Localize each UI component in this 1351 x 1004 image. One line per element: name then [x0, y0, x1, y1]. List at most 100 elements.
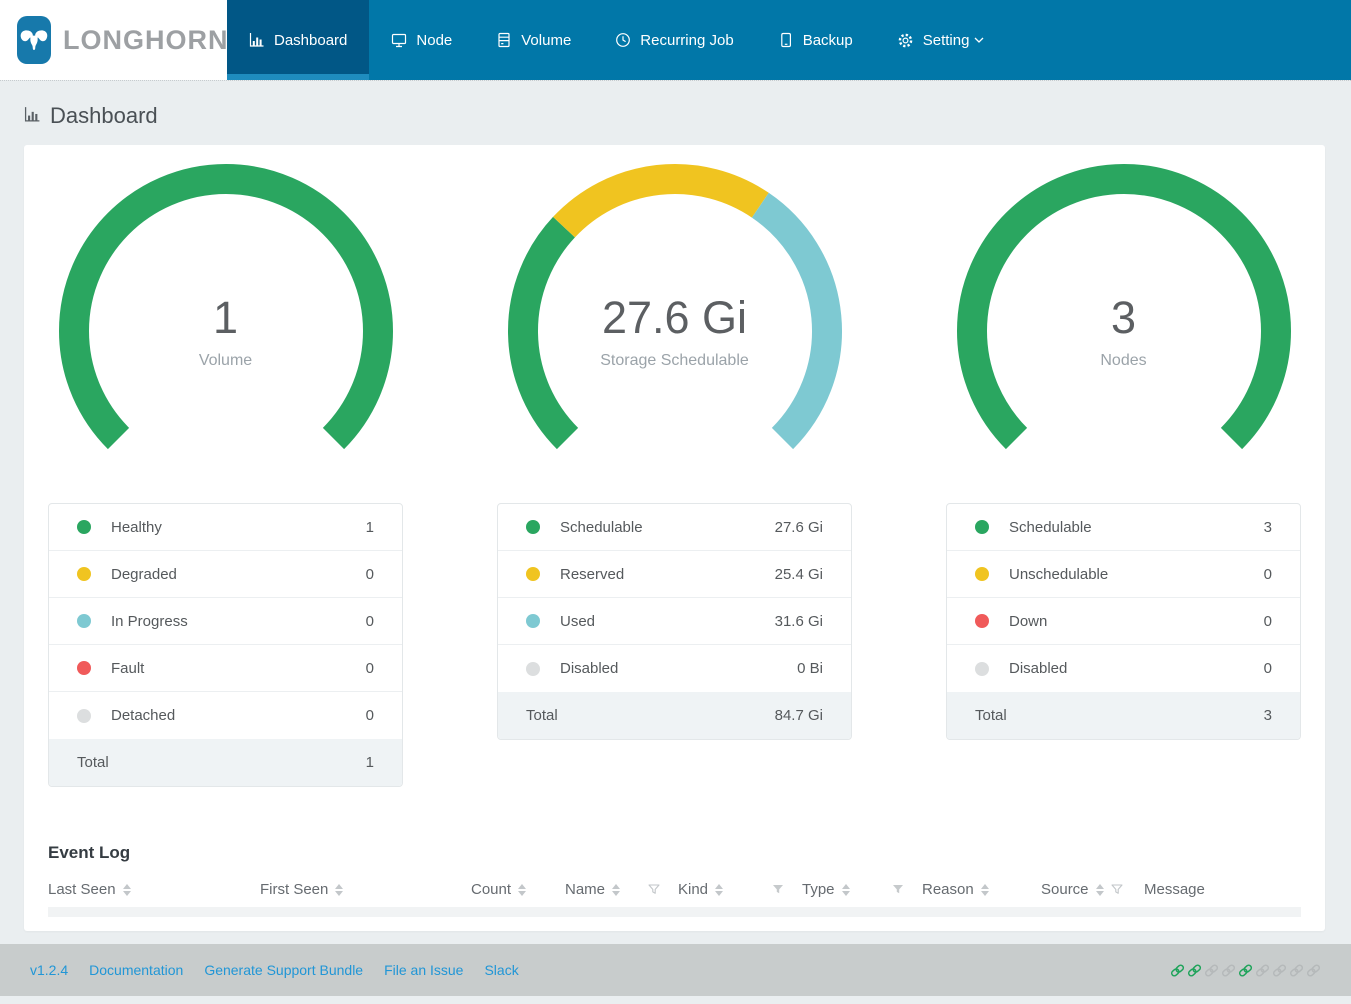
legend-label: Schedulable — [1009, 518, 1092, 536]
gauge-panel-volume: 1 Volume Healthy 1 Degraded 0 In Progress 0 Faul… — [48, 161, 403, 787]
sort-carets-icon[interactable] — [841, 883, 850, 896]
chain-link-icon-inactive[interactable] — [1221, 963, 1236, 978]
gauge-segment-schedulable — [956, 164, 1291, 450]
status-dot-schedulable — [526, 520, 540, 534]
legend-table-volume: Healthy 1 Degraded 0 In Progress 0 Fault 0 Detac… — [48, 503, 403, 787]
status-dot-unschedulable — [975, 567, 989, 581]
legend-value: 0 — [1263, 565, 1272, 583]
chain-link-icon-inactive[interactable] — [1255, 963, 1270, 978]
event-log-empty-body — [48, 907, 1301, 917]
nav-item-dashboard[interactable]: Dashboard — [227, 0, 370, 80]
footer-link-generate-support-bundle[interactable]: Generate Support Bundle — [204, 962, 364, 978]
nav-item-volume[interactable]: Volume — [474, 0, 593, 80]
legend-row-schedulable: Schedulable 3 — [947, 504, 1300, 551]
legend-value: 0 — [365, 612, 374, 630]
column-header-kind[interactable]: Kind — [678, 881, 802, 898]
nav-item-label: Recurring Job — [640, 31, 734, 49]
chain-link-icon-active[interactable] — [1170, 963, 1185, 978]
sort-carets-icon[interactable] — [518, 883, 527, 896]
chevron-down-icon — [974, 37, 984, 44]
legend-label: Reserved — [560, 565, 625, 583]
legend-label: Schedulable — [560, 518, 643, 536]
nav-item-backup[interactable]: Backup — [756, 0, 875, 80]
sort-carets-icon[interactable] — [715, 883, 724, 896]
legend-value: 0 — [1263, 612, 1272, 630]
sort-carets-icon[interactable] — [980, 883, 989, 896]
legend-total-row: Total 3 — [947, 692, 1300, 739]
status-dot-fault — [77, 661, 91, 675]
gauge-panel-nodes: 3 Nodes Schedulable 3 Unschedulable 0 Down 0 Dis… — [946, 161, 1301, 787]
legend-total-row: Total 84.7 Gi — [498, 692, 851, 739]
column-header-name[interactable]: Name — [565, 881, 678, 898]
column-label: Kind — [678, 881, 709, 898]
backup-icon — [778, 32, 794, 48]
filter-funnel-icon[interactable] — [772, 884, 784, 895]
filter-funnel-icon[interactable] — [648, 884, 660, 895]
chain-link-icon-inactive[interactable] — [1204, 963, 1219, 978]
gauge-segment-used — [751, 192, 842, 450]
column-label: Source — [1041, 881, 1089, 898]
nav-item-label: Dashboard — [274, 31, 348, 49]
column-label: Count — [471, 881, 512, 898]
column-header-reason[interactable]: Reason — [922, 881, 1041, 898]
total-value: 1 — [365, 754, 374, 771]
nav-item-node[interactable]: Node — [369, 0, 474, 80]
footer-link-documentation[interactable]: Documentation — [89, 962, 184, 978]
legend-label: Unschedulable — [1009, 565, 1109, 583]
footer-link-slack[interactable]: Slack — [484, 962, 519, 978]
gauge-segment-healthy — [58, 164, 393, 450]
legend-row-healthy: Healthy 1 — [49, 504, 402, 551]
legend-value: 25.4 Gi — [774, 565, 823, 583]
legend-value: 31.6 Gi — [774, 612, 823, 630]
legend-value: 0 Bi — [797, 660, 823, 677]
page-title-text: Dashboard — [50, 103, 158, 128]
filter-funnel-icon[interactable] — [1110, 884, 1123, 895]
sort-carets-icon[interactable] — [1095, 883, 1104, 896]
total-value: 84.7 Gi — [774, 707, 823, 724]
nav-item-recurring-job[interactable]: Recurring Job — [593, 0, 755, 80]
column-label: Name — [565, 881, 606, 898]
footer-link-file-an-issue[interactable]: File an Issue — [384, 962, 464, 978]
dashboard-card: 1 Volume Healthy 1 Degraded 0 In Progress 0 Faul… — [24, 145, 1325, 931]
legend-row-used: Used 31.6 Gi — [498, 598, 851, 645]
footer-links: v1.2.4 Documentation Generate Support Bun… — [30, 962, 519, 978]
footer-link-icons — [1170, 963, 1321, 978]
legend-label: Disabled — [560, 660, 619, 677]
legend-value: 0 — [365, 659, 374, 677]
column-header-source[interactable]: Source — [1041, 881, 1144, 898]
total-label: Total — [77, 754, 109, 771]
node-monitor-icon — [391, 32, 407, 48]
status-dot-detached — [77, 708, 91, 723]
column-header-last-seen[interactable]: Last Seen — [48, 881, 260, 898]
total-value: 3 — [1263, 707, 1272, 724]
longhorn-bull-icon — [17, 16, 51, 64]
total-label: Total — [975, 707, 1007, 724]
filter-funnel-icon[interactable] — [892, 884, 904, 895]
chain-link-icon-inactive[interactable] — [1306, 963, 1321, 978]
donut-gauge-storage-schedulable: 27.6 Gi Storage Schedulable — [497, 161, 852, 501]
sort-carets-icon[interactable] — [612, 883, 621, 896]
brand-name: LONGHORN — [63, 24, 229, 55]
brand-logo[interactable]: LONGHORN — [0, 0, 229, 80]
total-label: Total — [526, 707, 558, 724]
column-label: Message — [1144, 881, 1205, 898]
legend-value: 0 — [365, 707, 374, 724]
column-header-type[interactable]: Type — [802, 881, 922, 898]
sort-carets-icon[interactable] — [335, 883, 344, 896]
column-header-count[interactable]: Count — [471, 881, 565, 898]
status-dot-in-progress — [77, 614, 91, 628]
column-header-first-seen[interactable]: First Seen — [260, 881, 471, 898]
sort-carets-icon[interactable] — [122, 883, 131, 896]
chain-link-icon-inactive[interactable] — [1272, 963, 1287, 978]
chain-link-icon-inactive[interactable] — [1289, 963, 1304, 978]
legend-row-down: Down 0 — [947, 598, 1300, 645]
event-log-table-header: Last Seen First Seen Count Name Kind Type Reas… — [48, 881, 1301, 898]
event-log-section: Event Log Last Seen First Seen Count Name Ki… — [48, 843, 1301, 917]
nav-item-setting[interactable]: Setting — [875, 0, 1007, 80]
footer: v1.2.4 Documentation Generate Support Bun… — [0, 944, 1351, 996]
bar-chart-icon — [24, 103, 41, 129]
version-link[interactable]: v1.2.4 — [30, 962, 69, 978]
chain-link-icon-active[interactable] — [1187, 963, 1202, 978]
legend-row-fault: Fault 0 — [49, 645, 402, 692]
chain-link-icon-active[interactable] — [1238, 963, 1253, 978]
